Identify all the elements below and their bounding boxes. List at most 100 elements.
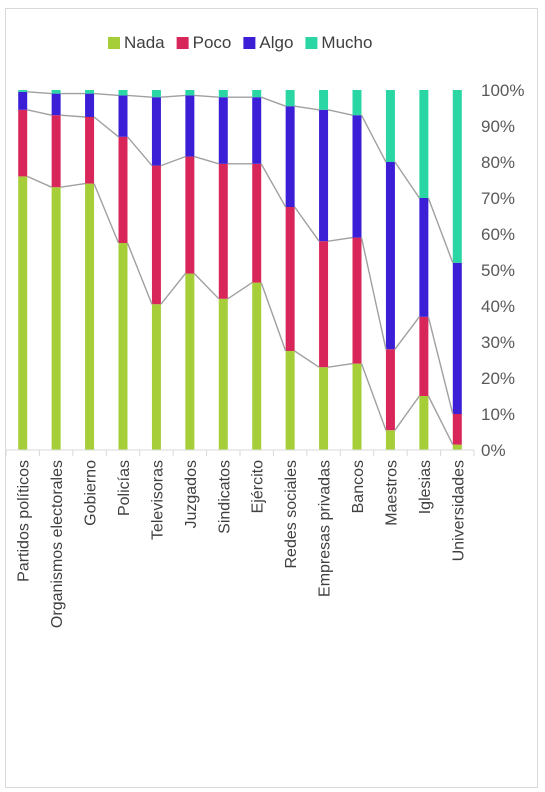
bar-nada-6 <box>185 273 195 450</box>
category-label-9: Redes sociales <box>283 460 300 569</box>
bar-mucho-3 <box>85 90 95 94</box>
series-line-algo-11 <box>360 114 387 163</box>
y-tick-label-10: 100% <box>481 81 524 100</box>
bar-nada-7 <box>218 298 228 450</box>
series-line-nada-9 <box>294 350 320 368</box>
series-line-algo-8 <box>260 96 286 107</box>
series-line-algo-13 <box>427 197 454 264</box>
category-label-7: Sindicatos <box>216 460 233 534</box>
series-line-poco-3 <box>93 116 119 138</box>
bar-algo-10 <box>319 109 329 242</box>
y-tick-label-7: 70% <box>481 189 515 208</box>
legend-swatch-algo <box>243 37 256 49</box>
bar-nada-1 <box>18 176 28 450</box>
series-line-poco-9 <box>294 206 320 242</box>
category-label-10: Empresas privadas <box>317 460 334 597</box>
series-line-poco-11 <box>360 237 387 350</box>
series-line-nada-5 <box>160 273 186 305</box>
bar-poco-2 <box>51 115 61 188</box>
category-label-5: Televisoras <box>149 460 166 540</box>
bar-algo-11 <box>352 115 362 238</box>
series-line-nada-1 <box>26 175 52 188</box>
series-line-algo-12 <box>394 161 420 199</box>
series-line-nada-12 <box>394 395 420 431</box>
bar-algo-7 <box>218 97 228 164</box>
bar-mucho-11 <box>352 90 362 116</box>
bar-mucho-14 <box>452 90 462 263</box>
bar-mucho-10 <box>319 90 329 110</box>
bar-poco-7 <box>218 163 228 299</box>
category-label-4: Policías <box>116 460 133 516</box>
category-label-3: Gobierno <box>83 460 100 526</box>
bar-algo-8 <box>252 97 262 164</box>
legend-swatch-poco <box>176 37 189 49</box>
series-line-algo-10 <box>327 109 353 116</box>
series-line-algo-4 <box>127 94 152 98</box>
y-tick-label-3: 30% <box>481 333 515 352</box>
bar-poco-3 <box>85 117 95 184</box>
bar-mucho-13 <box>419 90 429 198</box>
category-label-6: Juzgados <box>183 460 200 529</box>
bar-mucho-8 <box>252 90 262 98</box>
category-label-1: Partidos políticos <box>16 460 33 582</box>
bar-poco-12 <box>385 349 395 431</box>
bar-nada-12 <box>385 430 395 450</box>
bar-poco-14 <box>452 414 462 445</box>
series-line-nada-8 <box>260 282 287 352</box>
series-line-nada-3 <box>93 183 120 244</box>
legend-swatch-mucho <box>305 37 318 49</box>
bar-algo-12 <box>385 162 395 350</box>
y-tick-label-0: 0% <box>481 441 506 460</box>
bar-poco-13 <box>419 316 429 396</box>
bar-nada-13 <box>419 396 429 450</box>
bar-algo-1 <box>18 91 28 110</box>
y-tick-label-2: 20% <box>481 369 515 388</box>
legend-label-nada: Nada <box>124 33 165 52</box>
series-line-poco-4 <box>126 136 153 167</box>
bar-algo-3 <box>85 93 95 117</box>
bar-mucho-6 <box>185 90 195 96</box>
y-tick-label-9: 90% <box>481 117 515 136</box>
bar-algo-13 <box>419 198 429 317</box>
bar-algo-6 <box>185 95 195 157</box>
bar-nada-11 <box>352 363 362 450</box>
bar-algo-14 <box>452 262 462 414</box>
bar-poco-6 <box>185 156 195 274</box>
series-line-algo-5 <box>160 94 186 98</box>
y-tick-label-8: 80% <box>481 153 515 172</box>
series-line-nada-13 <box>427 395 454 445</box>
series-line-nada-10 <box>327 362 353 368</box>
series-line-algo-6 <box>194 94 219 98</box>
series-line-poco-1 <box>27 109 52 116</box>
bar-algo-4 <box>118 95 128 137</box>
bar-mucho-7 <box>218 90 228 98</box>
bar-poco-11 <box>352 237 362 364</box>
series-line-nada-11 <box>360 363 387 431</box>
series-line-algo-9 <box>294 105 320 111</box>
bar-algo-2 <box>51 93 61 116</box>
bar-poco-9 <box>285 207 295 351</box>
category-label-13: Iglesias <box>417 460 434 514</box>
series-line-poco-5 <box>160 155 186 167</box>
bar-nada-5 <box>151 304 161 450</box>
bar-nada-8 <box>252 282 262 450</box>
bar-nada-14 <box>452 444 462 450</box>
bar-mucho-9 <box>285 90 295 107</box>
bar-nada-3 <box>85 183 95 450</box>
series-line-algo-1 <box>27 91 52 95</box>
series-line-nada-4 <box>126 242 153 305</box>
series-line-nada-7 <box>227 282 253 300</box>
bar-nada-4 <box>118 243 128 450</box>
category-label-12: Maestros <box>383 460 400 526</box>
legend-swatch-nada <box>108 37 120 49</box>
y-tick-label-1: 10% <box>481 405 515 424</box>
series-line-poco-12 <box>394 316 420 350</box>
category-label-14: Universidades <box>450 460 467 561</box>
y-tick-label-5: 50% <box>481 261 515 280</box>
bar-mucho-4 <box>118 90 128 96</box>
bar-poco-5 <box>151 165 161 305</box>
bar-mucho-5 <box>151 90 161 98</box>
bar-nada-10 <box>319 367 329 450</box>
series-line-nada-2 <box>60 182 86 188</box>
